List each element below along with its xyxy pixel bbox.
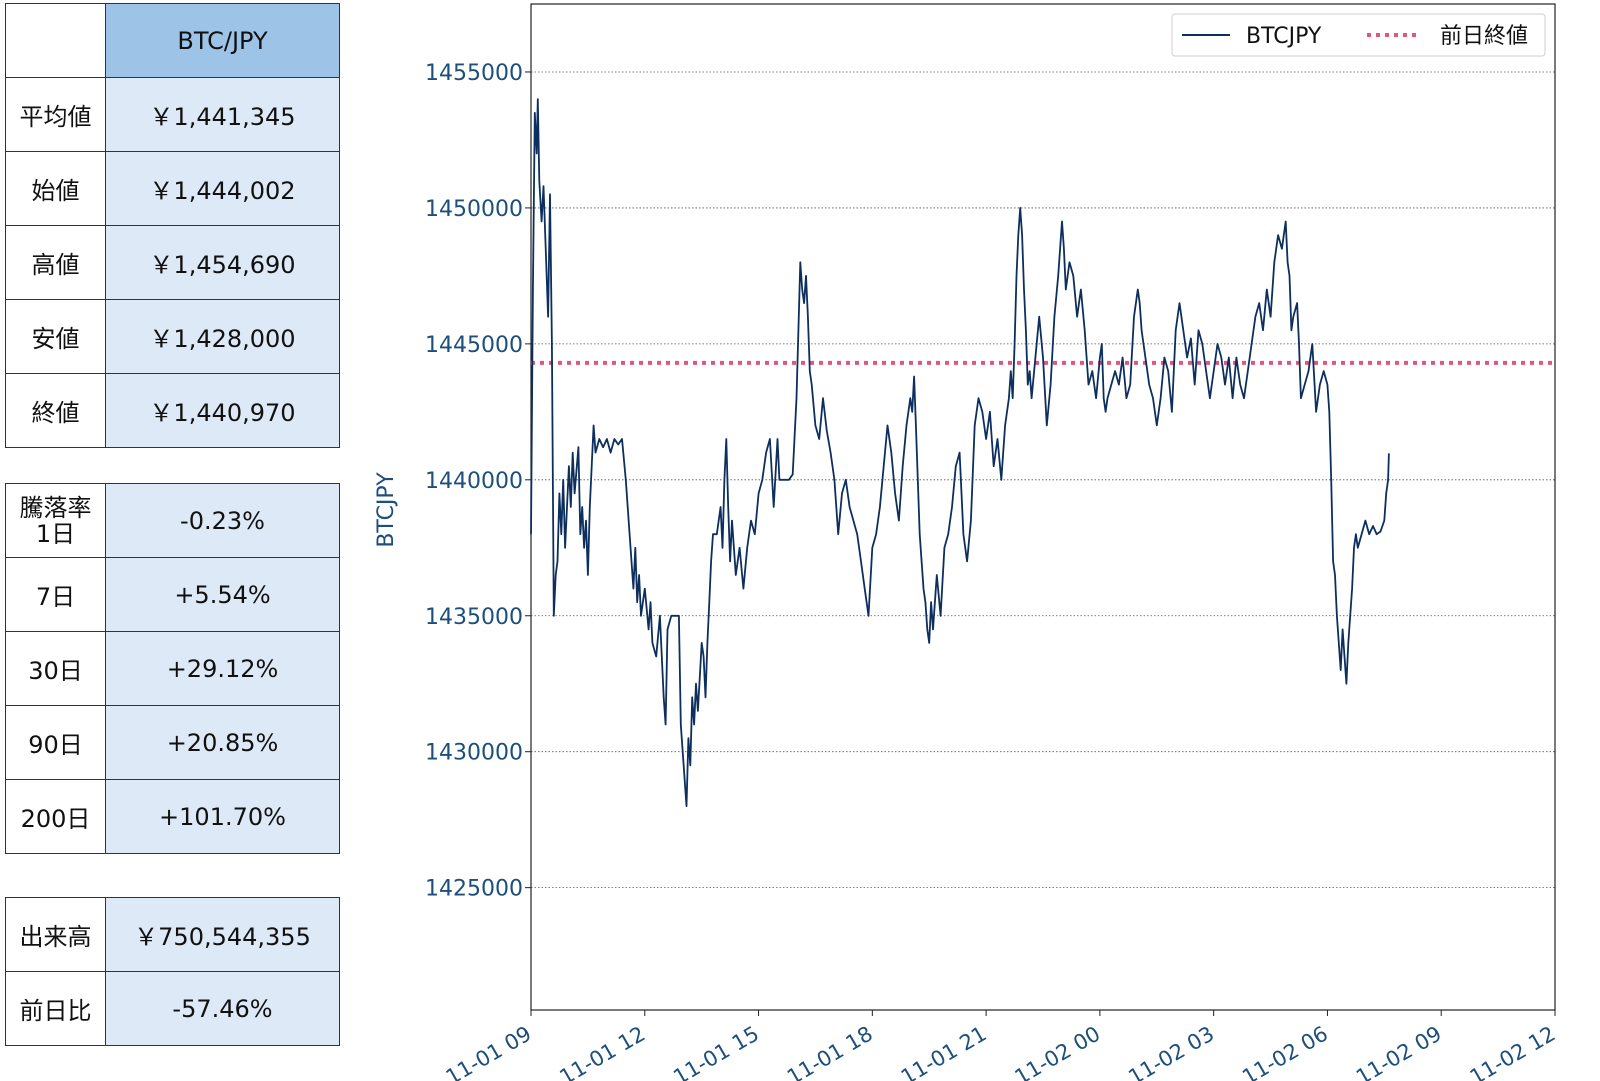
- change-value: +20.85%: [105, 705, 340, 780]
- stat-row-close: 終値 ￥1,440,970: [5, 373, 340, 448]
- y-axis-ticks: 1425000 1430000 1435000 1440000 1445000 14500…: [425, 61, 531, 902]
- change-row-200d: 200日 +101.70%: [5, 779, 340, 854]
- y-tick-label: 1425000: [425, 877, 523, 902]
- y-tick-label: 1450000: [425, 197, 523, 222]
- x-tick-label: 11-02 12: [1466, 1022, 1560, 1081]
- stat-label: 高値: [5, 225, 106, 300]
- y-tick-label: 1430000: [425, 741, 523, 766]
- change-value: +101.70%: [105, 779, 340, 854]
- stat-row-high: 高値 ￥1,454,690: [5, 225, 340, 300]
- change-label: 200日: [5, 779, 106, 854]
- change-label-line2: 1日: [35, 519, 76, 548]
- y-tick-label: 1455000: [425, 61, 523, 86]
- gridlines: [531, 71, 1555, 889]
- volume-label: 出来高: [5, 897, 106, 972]
- change-rate-table: 騰落率 1日 -0.23% 7日 +5.54% 30日 +29.12% 90日 …: [5, 483, 340, 854]
- change-label: 騰落率 1日: [5, 483, 106, 558]
- volume-change-label: 前日比: [5, 971, 106, 1046]
- stat-value: ￥1,454,690: [105, 225, 340, 300]
- stat-label: 終値: [5, 373, 106, 448]
- volume-change-row: 前日比 -57.46%: [5, 971, 340, 1046]
- change-label: 90日: [5, 705, 106, 780]
- volume-row: 出来高 ￥750,544,355: [5, 897, 340, 972]
- legend-box: [1171, 13, 1546, 57]
- plot-frame: [530, 3, 1556, 1011]
- volume-table: 出来高 ￥750,544,355 前日比 -57.46%: [5, 897, 340, 1046]
- price-stats-table: BTC/JPY 平均値 ￥1,441,345 始値 ￥1,444,002 高値 …: [5, 3, 340, 448]
- stat-value: ￥1,444,002: [105, 151, 340, 226]
- stat-value: ￥1,428,000: [105, 299, 340, 374]
- x-axis-ticks: 11-01 09 11-01 12 11-01 15 11-01 18 11-01 21…: [442, 1010, 1560, 1081]
- change-label-line1: 騰落率: [19, 493, 92, 522]
- x-tick-label: 11-01 15: [669, 1022, 763, 1081]
- stat-value: ￥1,440,970: [105, 373, 340, 448]
- x-tick-label: 11-02 00: [1011, 1022, 1105, 1081]
- change-row-30d: 30日 +29.12%: [5, 631, 340, 706]
- y-tick-label: 1440000: [425, 469, 523, 494]
- y-tick-label: 1435000: [425, 605, 523, 630]
- legend-label-reference: 前日終値: [1440, 24, 1528, 49]
- x-tick-label: 11-02 09: [1352, 1022, 1446, 1081]
- x-tick-label: 11-02 06: [1238, 1022, 1332, 1081]
- change-value: +29.12%: [105, 631, 340, 706]
- y-tick-label: 1445000: [425, 333, 523, 358]
- legend: BTCJPY 前日終値: [1171, 13, 1546, 57]
- y-axis-label: BTCJPY: [374, 472, 399, 548]
- x-tick-label: 11-02 03: [1124, 1022, 1218, 1081]
- change-row-90d: 90日 +20.85%: [5, 705, 340, 780]
- volume-value: ￥750,544,355: [105, 897, 340, 972]
- stat-row-average: 平均値 ￥1,441,345: [5, 77, 340, 152]
- stat-row-open: 始値 ￥1,444,002: [5, 151, 340, 226]
- stat-label: 始値: [5, 151, 106, 226]
- stat-label: 平均値: [5, 77, 106, 152]
- change-row-1d: 騰落率 1日 -0.23%: [5, 483, 340, 558]
- stat-value: ￥1,441,345: [105, 77, 340, 152]
- x-tick-label: 11-01 18: [783, 1022, 877, 1081]
- series-group: [530, 98, 1390, 807]
- change-value: +5.54%: [105, 557, 340, 632]
- x-tick-label: 11-01 12: [556, 1022, 650, 1081]
- x-tick-label: 11-01 09: [442, 1022, 536, 1081]
- change-value: -0.23%: [105, 483, 340, 558]
- btcjpy-series-line: [530, 98, 1390, 807]
- volume-change-value: -57.46%: [105, 971, 340, 1046]
- table-corner: [5, 3, 106, 78]
- legend-label-series: BTCJPY: [1246, 24, 1322, 49]
- x-tick-label: 11-01 21: [897, 1022, 991, 1081]
